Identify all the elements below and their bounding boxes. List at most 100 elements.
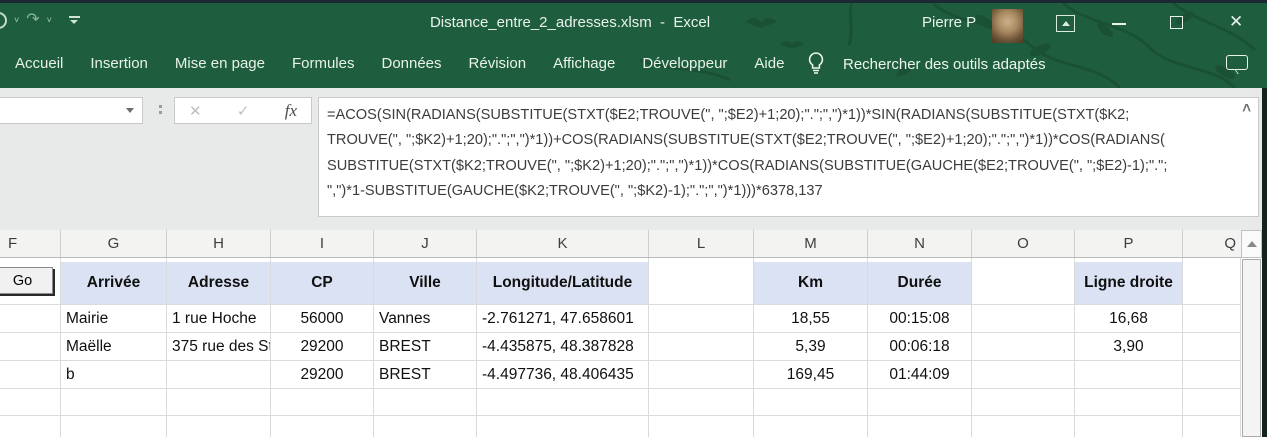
cell-H-empty-row-2[interactable]	[167, 416, 271, 437]
cell-M-data-row-1[interactable]: 18,55	[754, 305, 868, 333]
cell-L-data-row-3[interactable]	[649, 361, 754, 389]
cell-H-table-header-row[interactable]: Adresse	[167, 262, 271, 305]
cell-N-data-row-1[interactable]: 00:15:08	[868, 305, 972, 333]
cell-M-data-row-2[interactable]: 5,39	[754, 333, 868, 361]
cell-H-row-strip[interactable]	[167, 258, 271, 262]
column-header-F[interactable]: F	[0, 230, 61, 257]
cell-G-empty-row-1[interactable]	[61, 389, 167, 416]
cell-O-row-strip[interactable]	[972, 258, 1075, 262]
column-header-I[interactable]: I	[271, 230, 374, 257]
cell-F-empty-row-1[interactable]	[0, 389, 61, 416]
cell-G-data-row-2[interactable]: Maëlle	[61, 333, 167, 361]
cell-N-row-strip[interactable]	[868, 258, 972, 262]
column-header-G[interactable]: G	[61, 230, 167, 257]
cell-Q-empty-row-2[interactable]	[1183, 416, 1241, 437]
cell-M-empty-row-2[interactable]	[754, 416, 868, 437]
cell-L-empty-row-1[interactable]	[649, 389, 754, 416]
cell-J-data-row-2[interactable]: BREST	[374, 333, 477, 361]
chevron-down-icon[interactable]	[126, 108, 134, 113]
cell-P-data-row-3[interactable]	[1075, 361, 1183, 389]
cell-M-table-header-row[interactable]: Km	[754, 262, 868, 305]
insert-function-icon[interactable]: fx	[284, 100, 297, 120]
column-header-K[interactable]: K	[477, 230, 649, 257]
cell-N-data-row-2[interactable]: 00:06:18	[868, 333, 972, 361]
cell-N-data-row-3[interactable]: 01:44:09	[868, 361, 972, 389]
cell-F-data-row-1[interactable]	[0, 305, 61, 333]
column-header-N[interactable]: N	[868, 230, 972, 257]
cell-I-row-strip[interactable]	[271, 258, 374, 262]
cell-K-empty-row-1[interactable]	[477, 389, 649, 416]
tell-me-lightbulb-icon[interactable]	[806, 51, 826, 77]
cell-G-data-row-3[interactable]: b	[61, 361, 167, 389]
redo-icon[interactable]: ↷	[26, 11, 40, 28]
cell-J-data-row-1[interactable]: Vannes	[374, 305, 477, 333]
cell-I-data-row-1[interactable]: 56000	[271, 305, 374, 333]
user-avatar[interactable]	[992, 9, 1023, 43]
cell-K-data-row-3[interactable]: -4.497736, 48.406435	[477, 361, 649, 389]
cell-O-empty-row-1[interactable]	[972, 389, 1075, 416]
cell-O-data-row-1[interactable]	[972, 305, 1075, 333]
redo-dropdown-icon[interactable]: ˅	[46, 14, 52, 25]
close-button[interactable]: ✕	[1229, 12, 1244, 31]
go-button[interactable]: Go	[0, 267, 53, 294]
cell-M-empty-row-1[interactable]	[754, 389, 868, 416]
column-header-L[interactable]: L	[649, 230, 754, 257]
ribbon-display-options-button[interactable]	[1056, 15, 1075, 32]
customize-quick-access-toolbar-icon[interactable]	[68, 16, 80, 24]
maximize-button[interactable]	[1170, 16, 1183, 29]
cell-J-row-strip[interactable]	[374, 258, 477, 262]
scroll-up-button[interactable]	[1241, 230, 1262, 258]
cell-J-empty-row-1[interactable]	[374, 389, 477, 416]
cell-P-empty-row-2[interactable]	[1075, 416, 1183, 437]
undo-icon[interactable]	[0, 11, 7, 29]
cell-I-empty-row-2[interactable]	[271, 416, 374, 437]
cell-L-data-row-2[interactable]	[649, 333, 754, 361]
cell-H-data-row-2[interactable]: 375 rue des St	[167, 333, 271, 361]
cell-I-empty-row-1[interactable]	[271, 389, 374, 416]
cell-O-data-row-3[interactable]	[972, 361, 1075, 389]
ribbon-tab-affichage[interactable]: Affichage	[553, 55, 616, 72]
cell-J-data-row-3[interactable]: BREST	[374, 361, 477, 389]
cell-Q-row-strip[interactable]	[1183, 258, 1241, 262]
ribbon-tab-mise-en-page[interactable]: Mise en page	[174, 55, 265, 72]
cell-M-row-strip[interactable]	[754, 258, 868, 262]
undo-dropdown-icon[interactable]: ˅	[14, 14, 20, 25]
cell-Q-data-row-2[interactable]	[1183, 333, 1241, 361]
comments-icon[interactable]	[1226, 55, 1248, 70]
enter-formula-icon[interactable]: ✓	[236, 102, 250, 120]
cell-J-empty-row-2[interactable]	[374, 416, 477, 437]
cell-O-data-row-2[interactable]	[972, 333, 1075, 361]
cell-H-data-row-1[interactable]: 1 rue Hoche	[167, 305, 271, 333]
name-box-splitter[interactable]	[159, 105, 162, 114]
cell-K-row-strip[interactable]	[477, 258, 649, 262]
cell-K-empty-row-2[interactable]	[477, 416, 649, 437]
cell-P-data-row-1[interactable]: 16,68	[1075, 305, 1183, 333]
cell-I-table-header-row[interactable]: CP	[271, 262, 374, 305]
cell-K-data-row-2[interactable]: -4.435875, 48.387828	[477, 333, 649, 361]
cell-G-table-header-row[interactable]: Arrivée	[61, 262, 167, 305]
cell-F-row-strip[interactable]	[0, 258, 61, 262]
cell-H-data-row-3[interactable]	[167, 361, 271, 389]
cell-L-row-strip[interactable]	[649, 258, 754, 262]
cell-Q-data-row-3[interactable]	[1183, 361, 1241, 389]
minimize-button[interactable]	[1112, 23, 1126, 25]
ribbon-tab-formules[interactable]: Formules	[291, 55, 355, 72]
cell-F-table-header-row[interactable]	[0, 262, 61, 305]
search-tools-input[interactable]: Rechercher des outils adaptés	[843, 56, 1046, 73]
cell-Q-empty-row-1[interactable]	[1183, 389, 1241, 416]
cell-N-table-header-row[interactable]: Durée	[868, 262, 972, 305]
cell-F-empty-row-2[interactable]	[0, 416, 61, 437]
column-header-O[interactable]: O	[972, 230, 1075, 257]
column-header-J[interactable]: J	[374, 230, 477, 257]
account-user-name[interactable]: Pierre P	[922, 14, 977, 31]
column-header-Q[interactable]: Q	[1224, 235, 1236, 252]
cell-N-empty-row-1[interactable]	[868, 389, 972, 416]
cell-L-table-header-row[interactable]	[649, 262, 754, 305]
formula-bar[interactable]: =ACOS(SIN(RADIANS(SUBSTITUE(STXT($E2;TRO…	[318, 97, 1259, 217]
cell-I-data-row-2[interactable]: 29200	[271, 333, 374, 361]
scrollbar-thumb[interactable]	[1242, 259, 1261, 437]
cell-F-data-row-2[interactable]	[0, 333, 61, 361]
cell-P-row-strip[interactable]	[1075, 258, 1183, 262]
cell-G-empty-row-2[interactable]	[61, 416, 167, 437]
ribbon-tab-données[interactable]: Données	[381, 55, 442, 72]
